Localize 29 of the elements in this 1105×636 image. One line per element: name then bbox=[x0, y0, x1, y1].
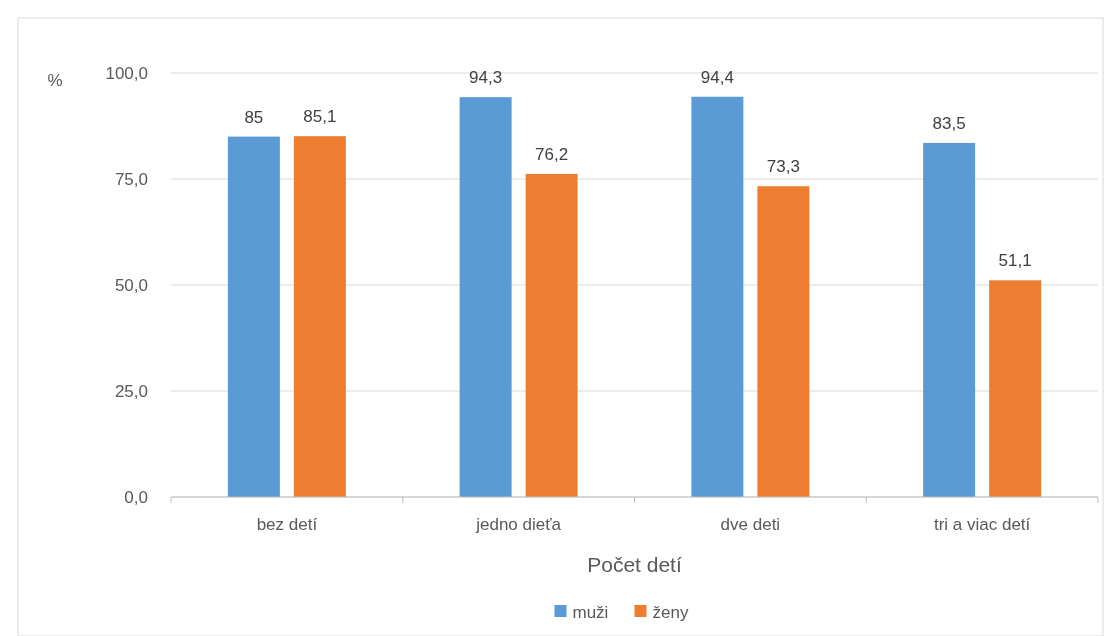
bar bbox=[459, 97, 512, 497]
y-tick-label: 50,0 bbox=[114, 275, 148, 295]
data-label: 94,4 bbox=[700, 67, 734, 87]
bar bbox=[923, 142, 976, 497]
data-label: 94,3 bbox=[469, 68, 503, 88]
bar bbox=[691, 96, 744, 497]
x-tick-label: tri a viac detí bbox=[933, 515, 1031, 534]
y-tick-label: 100,0 bbox=[105, 63, 148, 83]
x-axis-title: Počet detí bbox=[587, 553, 682, 576]
data-label: 83,5 bbox=[932, 113, 966, 133]
data-label: 85,1 bbox=[303, 107, 337, 127]
y-axis-title: % bbox=[47, 71, 63, 90]
bar bbox=[227, 136, 280, 497]
data-label: 85 bbox=[244, 107, 264, 127]
y-tick-label: 25,0 bbox=[114, 381, 148, 401]
bar bbox=[757, 186, 810, 497]
x-tick-label: dve deti bbox=[720, 515, 781, 534]
x-tick-label: jedno dieťa bbox=[475, 515, 562, 534]
data-label: 76,2 bbox=[535, 144, 569, 164]
data-label: 51,1 bbox=[998, 251, 1032, 271]
legend-label: ženy bbox=[652, 602, 689, 622]
x-tick-label: bez detí bbox=[256, 515, 318, 534]
data-label: 73,3 bbox=[766, 157, 800, 177]
bar bbox=[989, 280, 1042, 497]
bar bbox=[525, 173, 578, 497]
legend-label: muži bbox=[572, 602, 609, 622]
bar bbox=[293, 136, 346, 497]
y-tick-label: 75,0 bbox=[114, 169, 148, 189]
y-tick-label: 0,0 bbox=[124, 487, 148, 507]
